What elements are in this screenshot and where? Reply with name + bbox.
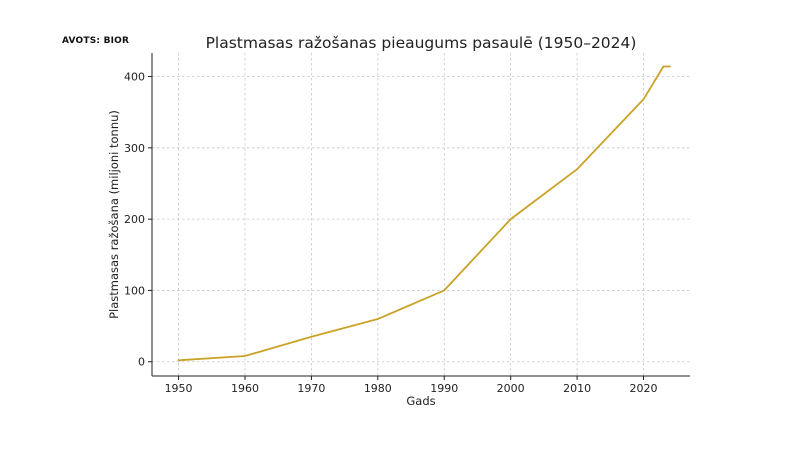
series	[177, 65, 671, 362]
x-tick-label: 2010	[563, 382, 591, 395]
chart-title: Plastmasas ražošanas pieaugums pasaulē (…	[206, 34, 637, 52]
y-tick-label: 0	[138, 356, 145, 369]
source-note: AVOTS: BIOR	[62, 36, 130, 46]
grid	[152, 53, 690, 376]
ticks: 1950 1960 1970 1980 1990 2000 2010 2020 0 100 200 3…	[124, 71, 658, 395]
x-tick-label: 1980	[364, 382, 392, 395]
series-line	[177, 65, 671, 362]
x-axis-title: Gads	[406, 394, 435, 408]
x-tick-label: 2000	[497, 382, 525, 395]
axes	[151, 53, 690, 377]
y-tick-label: 100	[124, 284, 145, 297]
y-tick-label: 400	[124, 71, 145, 84]
y-tick-label: 200	[124, 213, 145, 226]
x-tick-label: 1950	[165, 382, 193, 395]
y-axis-title: Plastmasas ražošana (miljoni tonnu)	[107, 110, 121, 319]
x-tick-label: 1960	[231, 382, 259, 395]
x-tick-label: 1990	[430, 382, 458, 395]
x-tick-label: 2020	[630, 382, 658, 395]
x-tick-label: 1970	[297, 382, 325, 395]
y-tick-label: 300	[124, 142, 145, 155]
